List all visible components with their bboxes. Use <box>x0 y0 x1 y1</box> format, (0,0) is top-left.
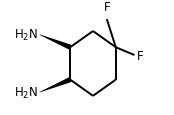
Polygon shape <box>39 35 71 50</box>
Text: H$_2$N: H$_2$N <box>14 85 38 100</box>
Polygon shape <box>39 78 71 93</box>
Text: F: F <box>104 1 110 14</box>
Text: H$_2$N: H$_2$N <box>14 28 38 43</box>
Text: F: F <box>137 49 143 62</box>
